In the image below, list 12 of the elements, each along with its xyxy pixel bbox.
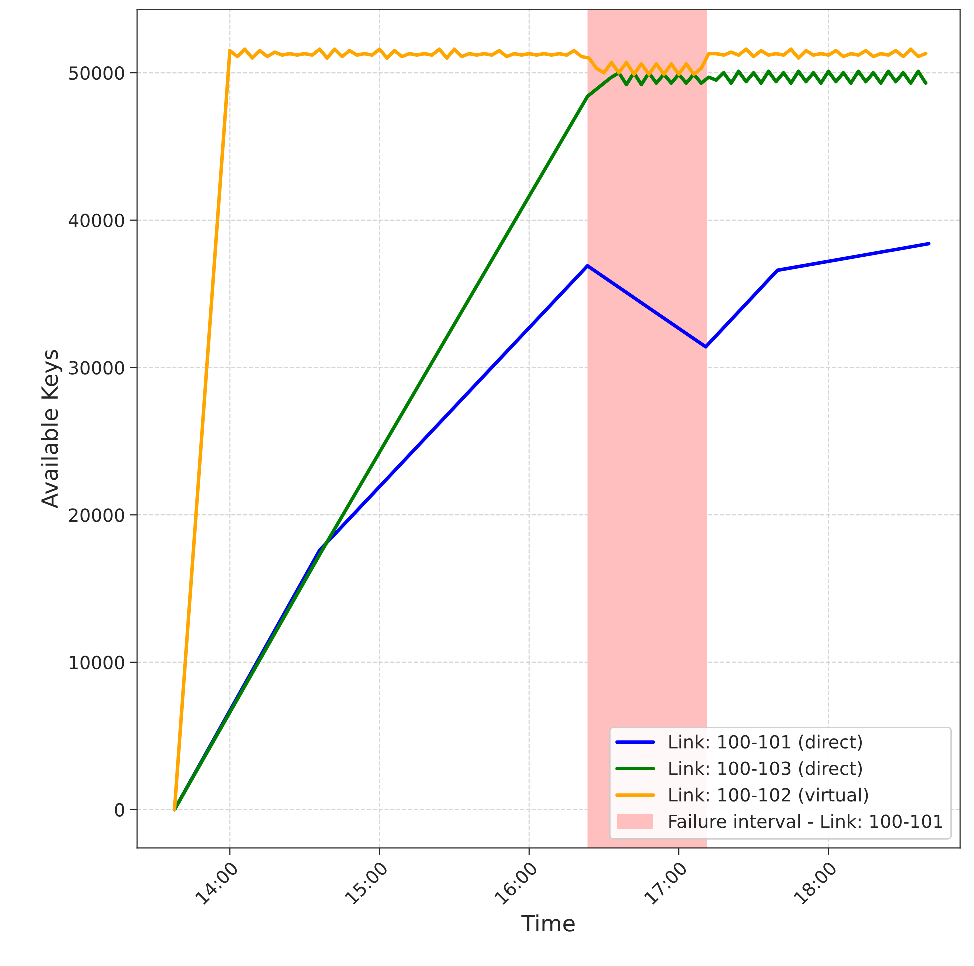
y-axis-title: Available Keys <box>41 350 63 508</box>
y-tick-label: 10000 <box>70 656 124 670</box>
y-tick-label: 30000 <box>69 361 124 375</box>
y-tick-label: 50000 <box>69 66 124 80</box>
band-label: Failure interval - Link: 100-101 <box>670 814 942 828</box>
y-tick-label: 20000 <box>69 508 124 522</box>
legend-label: Link: 100-103 (direct) <box>670 761 862 778</box>
y-tick-label: 0 <box>115 803 124 817</box>
y-tick-label: 40000 <box>68 214 124 228</box>
legend-label: Link: 100-102 (virtual) <box>670 788 868 804</box>
x-axis-title: Time <box>522 914 575 932</box>
legend-label: Link: 100-101 (direct) <box>670 734 862 752</box>
